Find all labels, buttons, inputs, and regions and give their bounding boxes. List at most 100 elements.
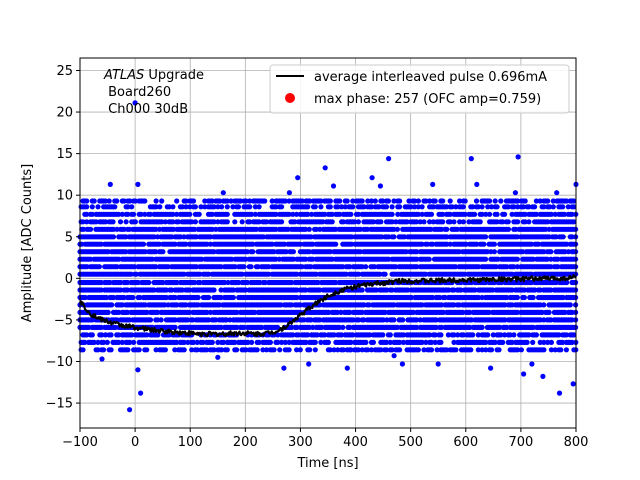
sample-point [162, 347, 168, 353]
y-tick-label: −5 [54, 313, 73, 328]
sample-point-outlier [306, 361, 312, 367]
sample-point [91, 198, 97, 204]
sample-point [560, 234, 566, 240]
x-tick-label: −100 [62, 435, 98, 450]
sample-points [77, 100, 579, 413]
sample-point [133, 271, 139, 277]
sample-point [487, 198, 493, 204]
sample-point [146, 279, 152, 286]
sample-point [453, 347, 459, 353]
sample-point [515, 219, 521, 225]
sample-point-outlier [521, 371, 527, 377]
sample-point [289, 302, 295, 308]
sample-point [514, 294, 521, 301]
sample-point [106, 198, 112, 204]
sample-point [530, 339, 536, 345]
sample-point [481, 241, 487, 247]
sample-point [473, 198, 480, 204]
sample-point [158, 317, 164, 323]
sample-point [170, 204, 176, 210]
sample-point [366, 302, 372, 308]
sample-point-outlier [127, 407, 133, 413]
sample-point-outlier [322, 165, 328, 171]
x-tick-label: 400 [343, 435, 368, 450]
sample-point [140, 241, 147, 247]
sample-point [239, 219, 245, 225]
sample-point [389, 204, 395, 210]
sample-point [277, 347, 283, 353]
sample-point [256, 204, 262, 210]
sample-point-outlier [540, 373, 546, 379]
sample-point [317, 317, 323, 323]
sample-point [545, 198, 551, 204]
sample-point [458, 287, 464, 293]
y-tick-label: 0 [65, 272, 73, 287]
sample-point [259, 324, 265, 330]
sample-point [394, 226, 400, 232]
annotation-atlas-word: ATLAS [103, 68, 144, 83]
sample-point-outlier [570, 381, 576, 387]
sample-point [172, 317, 178, 323]
sample-point [84, 198, 90, 204]
sample-point [160, 249, 166, 255]
sample-point [129, 204, 135, 210]
sample-point [479, 204, 485, 210]
sample-point [522, 198, 528, 204]
sample-point [329, 219, 335, 225]
sample-point [546, 309, 552, 315]
sample-point [451, 219, 457, 225]
x-tick-label: 300 [288, 435, 313, 450]
sample-point [186, 309, 192, 315]
sample-point [144, 347, 150, 353]
annotation-line-3: Ch000 30dB [104, 102, 188, 117]
sample-point [491, 241, 497, 247]
sample-point [254, 347, 260, 353]
sample-point [348, 211, 354, 217]
sample-point [419, 204, 425, 210]
sample-point [415, 198, 421, 204]
sample-point [142, 198, 148, 204]
sample-point [123, 219, 129, 225]
sample-point [317, 287, 323, 293]
sample-point [477, 219, 483, 225]
sample-point [230, 287, 236, 293]
sample-point [109, 302, 115, 308]
sample-point [131, 339, 137, 345]
sample-point [361, 302, 367, 308]
sample-point [487, 211, 493, 217]
sample-point [548, 249, 554, 255]
sample-point [421, 219, 427, 225]
sample-point [447, 198, 453, 204]
sample-point [84, 204, 90, 210]
sample-point [96, 264, 102, 270]
sample-point-outlier [556, 390, 563, 396]
sample-point [234, 347, 240, 353]
sample-point [472, 211, 478, 217]
x-tick-label: 200 [233, 435, 258, 450]
sample-point [114, 198, 120, 204]
sample-point-outlier [135, 181, 141, 187]
sample-point [262, 198, 268, 204]
sample-point-outlier [435, 361, 441, 367]
sample-point [209, 339, 215, 345]
sample-point [159, 198, 165, 204]
sample-point [397, 198, 403, 204]
sample-point [224, 211, 230, 217]
sample-point [105, 309, 111, 315]
sample-point [521, 294, 528, 301]
sample-point [248, 264, 254, 270]
sample-point [235, 204, 242, 210]
sample-point [290, 249, 296, 255]
sample-point [232, 219, 238, 225]
sample-point [505, 226, 512, 232]
sample-point [117, 219, 124, 225]
sample-point [119, 302, 125, 308]
sample-point [206, 317, 212, 323]
sample-point [157, 204, 163, 210]
sample-point-outlier [488, 365, 494, 371]
sample-point-outlier [286, 190, 292, 196]
sample-point [394, 324, 400, 330]
sample-point-outlier [107, 181, 113, 187]
x-tick-label: 800 [564, 435, 589, 450]
sample-point [460, 219, 466, 225]
